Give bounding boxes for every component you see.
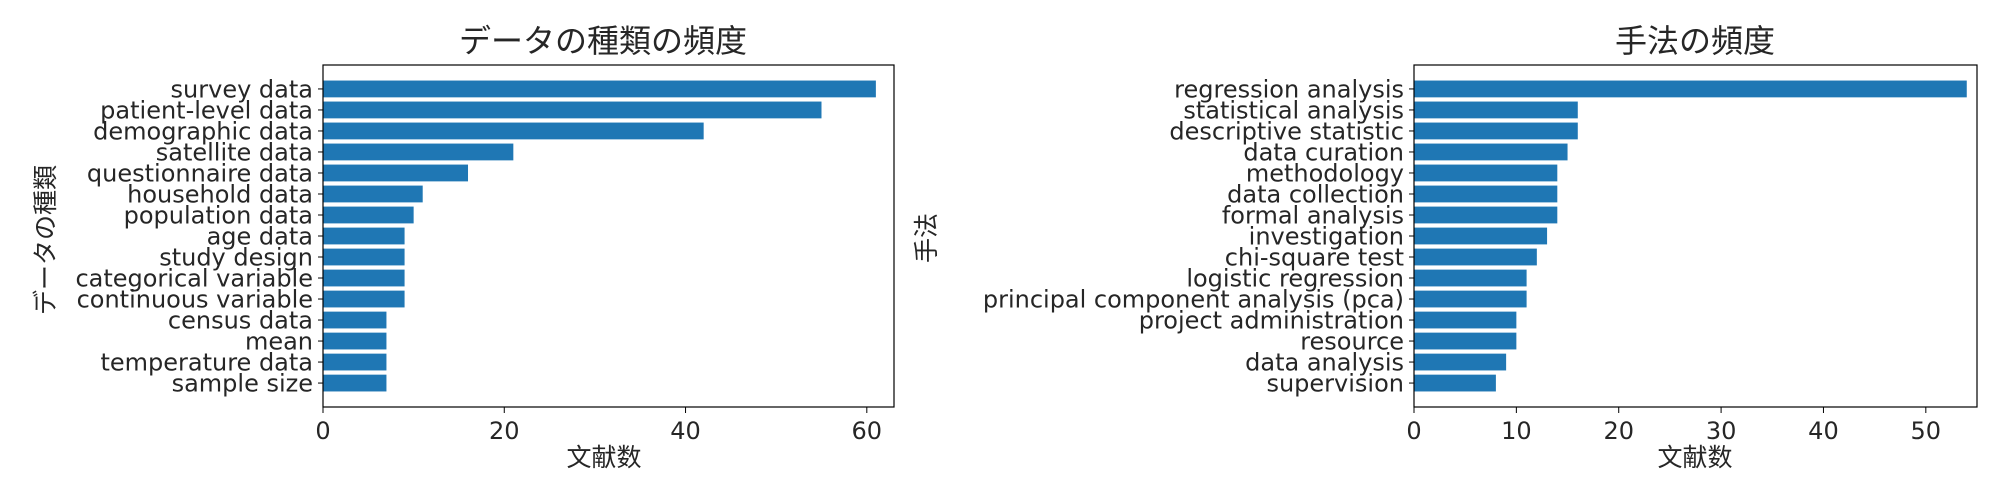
bar [1414,101,1578,119]
bar [323,122,704,140]
category-label: data analysis [1245,349,1404,377]
category-label: patient-level data [100,97,313,125]
bar [1414,374,1496,392]
category-label: population data [124,202,313,230]
x-tick-label: 10 [1501,417,1532,445]
bar [323,206,414,224]
x-tick-label: 20 [489,417,520,445]
bar-group [323,80,876,392]
bar [1414,164,1558,182]
x-tick-label: 50 [1911,417,1942,445]
bar [1414,122,1578,140]
x-tick-label: 30 [1706,417,1737,445]
bar [323,185,423,203]
category-label: sample size [172,370,313,398]
bar [323,101,822,119]
category-label: satellite data [156,139,313,167]
bar [1414,206,1558,224]
category-label: household data [127,181,313,209]
category-label: data collection [1227,181,1404,209]
category-label: temperature data [100,349,313,377]
bar [1414,311,1517,329]
bar [323,311,387,329]
bar [323,80,876,98]
x-ticks: 0 20 40 60 [315,407,882,445]
bar [323,227,405,245]
category-label: mean [245,328,313,356]
bar [1414,290,1527,308]
bar [323,143,514,161]
chart-title: データの種類の頻度 [459,22,747,60]
category-label: chi-square test [1225,244,1404,272]
category-label: study design [159,244,313,272]
bar-group [1414,80,1967,392]
plot-frame [1413,64,1978,408]
category-label: data curation [1243,139,1404,167]
category-label: principal component analysis (pca) [983,286,1404,314]
category-label: age data [207,223,313,251]
bar [1414,332,1517,350]
category-label: census data [168,307,313,335]
category-label: investigation [1249,223,1404,251]
bar [1414,185,1558,203]
category-label: continuous variable [77,286,313,314]
category-label: regression analysis [1174,76,1404,104]
bar [1414,143,1568,161]
category-label: formal analysis [1222,202,1404,230]
bar [1414,227,1548,245]
x-axis-label: 文献数 [566,443,641,472]
bar [323,374,387,392]
category-label: survey data [171,76,313,104]
x-tick-label: 40 [670,417,701,445]
x-tick-label: 60 [852,417,883,445]
chart-title: 手法の頻度 [1615,22,1775,60]
bar [1414,269,1527,287]
category-label: descriptive statistic [1169,118,1404,146]
chart-data-types: データの種類の頻度 データの種類 文献数 survey datapatient-… [31,22,895,472]
category-label: questionnaire data [87,160,313,188]
category-label: demographic data [93,118,313,146]
y-axis-label: データの種類 [31,165,60,315]
x-tick-label: 0 [315,417,330,445]
x-tick-label: 40 [1808,417,1839,445]
bar [323,290,405,308]
bar [323,248,405,266]
bar [1414,248,1537,266]
bar [1414,80,1967,98]
x-tick-label: 20 [1603,417,1634,445]
chart-methods: 手法の頻度 手法 文献数 regression analysisstatisti… [912,22,1978,472]
y-axis-label: 手法 [912,213,941,263]
category-label: logistic regression [1186,265,1404,293]
category-label: categorical variable [75,265,313,293]
bar [323,332,387,350]
category-label: statistical analysis [1183,97,1404,125]
plot-frame [322,64,895,408]
bar [323,269,405,287]
category-label: resource [1300,328,1404,356]
x-axis-label: 文献数 [1657,443,1732,472]
category-label: supervision [1266,370,1404,398]
x-ticks: 0 10 20 30 40 50 [1406,407,1941,445]
category-label: project administration [1139,307,1404,335]
category-label: methodology [1246,160,1404,188]
x-tick-label: 0 [1406,417,1421,445]
bar [323,164,469,182]
bar [1414,353,1507,371]
bar [323,353,387,371]
